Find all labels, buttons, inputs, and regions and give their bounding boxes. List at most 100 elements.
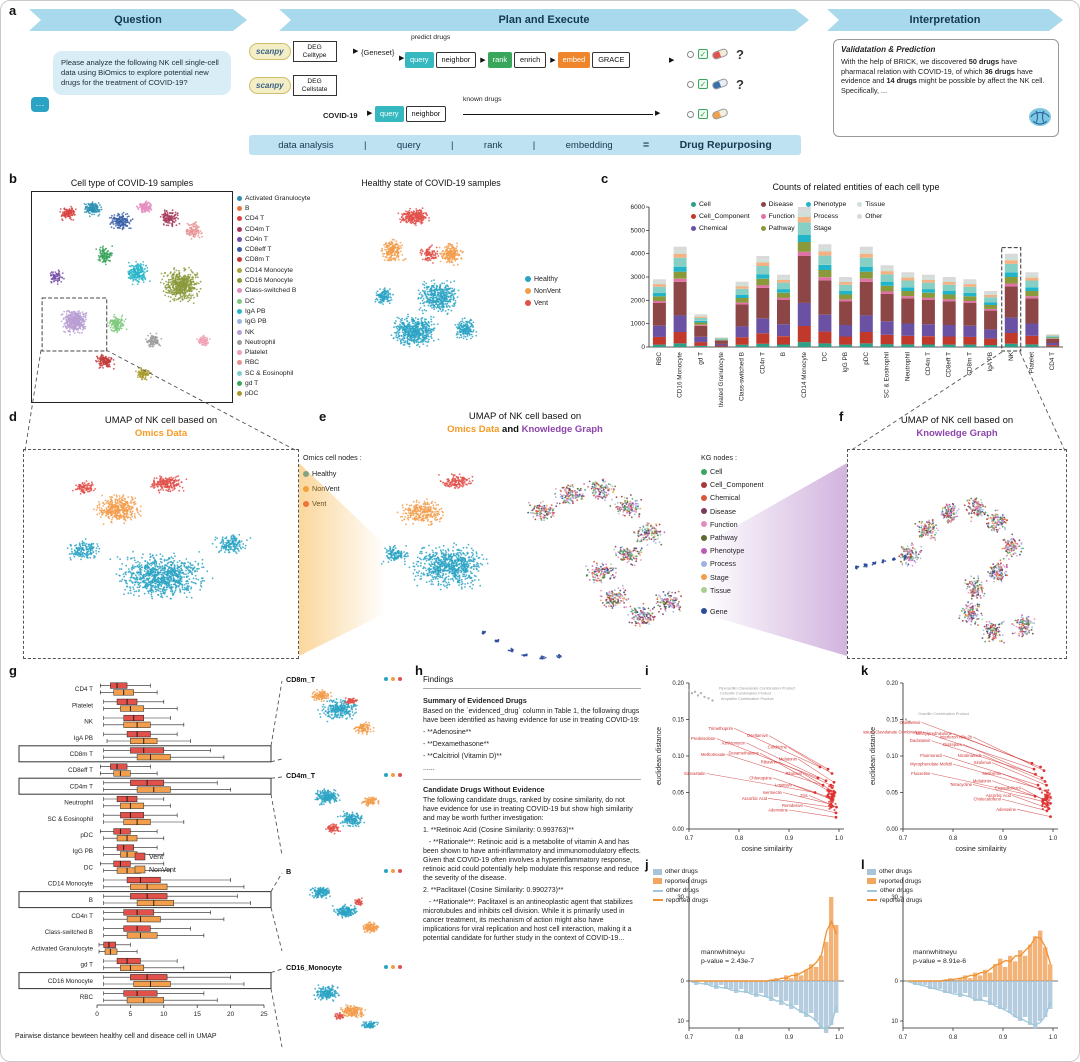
legend-item: Vent bbox=[525, 297, 561, 309]
legend-dot bbox=[237, 257, 242, 263]
legend-item: other drugs bbox=[867, 867, 922, 877]
legend-item: Process bbox=[701, 557, 764, 570]
legend-item: CD4n T bbox=[237, 234, 310, 244]
legend-dot bbox=[525, 276, 531, 282]
svg-text:CD4m T: CD4m T bbox=[925, 352, 932, 376]
legend-dot bbox=[237, 350, 242, 356]
legend-label: Gene bbox=[710, 606, 728, 616]
legend-item: other drugs bbox=[653, 867, 708, 877]
umap-combined-plot bbox=[380, 473, 682, 660]
interpretation-segment: 50 drugs bbox=[968, 57, 1000, 67]
legend-label: Process bbox=[813, 212, 839, 220]
pipeline-step-query: query bbox=[375, 105, 404, 122]
findings-paragraph: - **Rationale**: Retinoic acid is a meta… bbox=[423, 839, 641, 882]
legend-item: Class-switched B bbox=[237, 286, 310, 296]
arrow-icon: ▶ bbox=[550, 56, 556, 64]
umap-healthstate-title: Healthy state of COVID-19 samples bbox=[361, 178, 501, 188]
legend-item: Platelet bbox=[237, 347, 310, 357]
findings-divider bbox=[423, 779, 641, 781]
brain-icon bbox=[1029, 108, 1051, 126]
legend-item: Cell bbox=[701, 465, 764, 478]
legend-dot bbox=[237, 308, 242, 314]
legend-dot bbox=[701, 468, 707, 475]
banner-plan-execute: Plan and Execute bbox=[279, 9, 809, 31]
legend-item: gd T bbox=[237, 378, 310, 388]
legend-item: CD4 T bbox=[237, 214, 310, 224]
umap-combined-title-line1: UMAP of NK cell based on bbox=[468, 411, 582, 422]
legend-item: reported drugs bbox=[653, 877, 708, 887]
legend-label: SC & Eosinophil bbox=[245, 369, 294, 377]
hist-legend-2: other drugs reported drugs other drugs repo… bbox=[867, 867, 922, 905]
legend-item: Tissue bbox=[857, 199, 885, 209]
umap-celltype-title: Cell type of COVID-19 samples bbox=[70, 178, 194, 188]
findings-paragraph: 2. **Paclitaxel (Cosine Similarity: 0.99… bbox=[423, 886, 564, 894]
checkbox-icon: ✓ bbox=[698, 109, 708, 119]
legend-label: other drugs bbox=[880, 887, 913, 895]
panel-label-k: k bbox=[861, 663, 869, 678]
scanpy-cellstate-group: scanpy DEG Cellstate bbox=[249, 75, 337, 97]
legend-dot bbox=[237, 370, 242, 376]
legend-label: CD4n T bbox=[245, 235, 268, 243]
legend-label: CD4 T bbox=[245, 215, 265, 223]
umap-omics-title-line1: UMAP of NK cell based on bbox=[104, 415, 218, 426]
legend-dot bbox=[525, 288, 531, 294]
legend-label: Class-switched B bbox=[245, 287, 297, 295]
pvalue-value: p-value = 2.43e-7 bbox=[701, 957, 755, 965]
svg-text:IgA PB: IgA PB bbox=[987, 352, 994, 372]
svg-text:3000: 3000 bbox=[631, 274, 646, 281]
cellstate-label: Cellstate bbox=[301, 85, 328, 93]
findings-paragraph: - **Rationale**: Paclitaxel is an antine… bbox=[423, 898, 635, 942]
kg-nodes-legend-items: Cell Cell_Component Chemical Disease Functio… bbox=[701, 465, 764, 597]
interpretation-segment: 14 drugs bbox=[886, 76, 917, 86]
pipeline-summary-item: | bbox=[451, 139, 454, 151]
legend-item: reported drugs bbox=[867, 877, 922, 887]
legend-dot bbox=[237, 247, 242, 253]
kg-nodes-legend-title: KG nodes : bbox=[701, 453, 737, 462]
pipeline-summary-bar: data analysis | query | rank | embedding = Drug … bbox=[249, 135, 801, 155]
legend-item: Cell_Component bbox=[691, 211, 750, 221]
arrow-icon: ▶ bbox=[480, 56, 486, 64]
legend-item: Function bbox=[701, 518, 764, 531]
drug-candidate-list: ✓? ✓? ✓ bbox=[687, 39, 744, 129]
svg-text:Class-switched B: Class-switched B bbox=[739, 352, 746, 401]
umap-omics-plot bbox=[23, 449, 299, 659]
umap-inset-b: B bbox=[286, 867, 402, 934]
legend-label: Process bbox=[710, 559, 736, 569]
legend-dot bbox=[237, 216, 242, 222]
legend-dot bbox=[701, 608, 707, 615]
legend-item: Pathway bbox=[760, 223, 795, 233]
legend-label: reported drugs bbox=[879, 877, 922, 885]
legend-item: B bbox=[237, 203, 310, 213]
legend-patch bbox=[653, 868, 662, 875]
legend-label: Phenotype bbox=[710, 546, 745, 556]
pvalue-text-2: mannwhitneyu p-value = 8.91e-6 bbox=[913, 949, 1003, 967]
legend-label: NonVent bbox=[534, 287, 561, 295]
umap-kg-plot bbox=[847, 449, 1067, 659]
findings-paragraph: 1. **Retinoic Acid (Cosine Similarity: 0… bbox=[423, 827, 574, 835]
legend-label: reported drugs bbox=[665, 877, 708, 885]
boxplot-caption: Pairwise distance bewteen healthy cell a… bbox=[15, 1033, 217, 1040]
legend-dot bbox=[237, 288, 242, 294]
legend-item: reported drugs bbox=[653, 896, 708, 906]
legend-item: IgG PB bbox=[237, 317, 310, 327]
legend-item: Cell_Component bbox=[701, 478, 764, 491]
arrow-icon: ▶ bbox=[655, 110, 661, 117]
legend-item: Chemical bbox=[701, 491, 764, 504]
legend-dot bbox=[701, 521, 707, 528]
legend-item: CD16 Monocyte bbox=[237, 275, 310, 285]
legend-item: NK bbox=[237, 327, 310, 337]
legend-item: Function bbox=[760, 211, 795, 221]
pvalue-test-name: mannwhitneyu bbox=[913, 949, 957, 956]
svg-text:SC & Eosinophil: SC & Eosinophil bbox=[884, 352, 891, 398]
arrow-icon: ▶ bbox=[669, 57, 675, 64]
legend-label: Chemical bbox=[699, 224, 728, 232]
legend-label: Tissue bbox=[865, 200, 886, 208]
legend-dot bbox=[237, 360, 242, 366]
legend-dot bbox=[237, 391, 242, 397]
legend-item: Phenotype bbox=[805, 199, 846, 209]
pipeline-step-query: query bbox=[405, 51, 434, 68]
panel-label-a: a bbox=[9, 3, 17, 18]
legend-dot bbox=[237, 339, 242, 345]
svg-text:CD8m T: CD8m T bbox=[966, 352, 973, 376]
entity-counts-bar-chart: 0 1000 2000 3000 4000 5000 6000 RBC CD16 Monocyt… bbox=[631, 204, 1063, 407]
